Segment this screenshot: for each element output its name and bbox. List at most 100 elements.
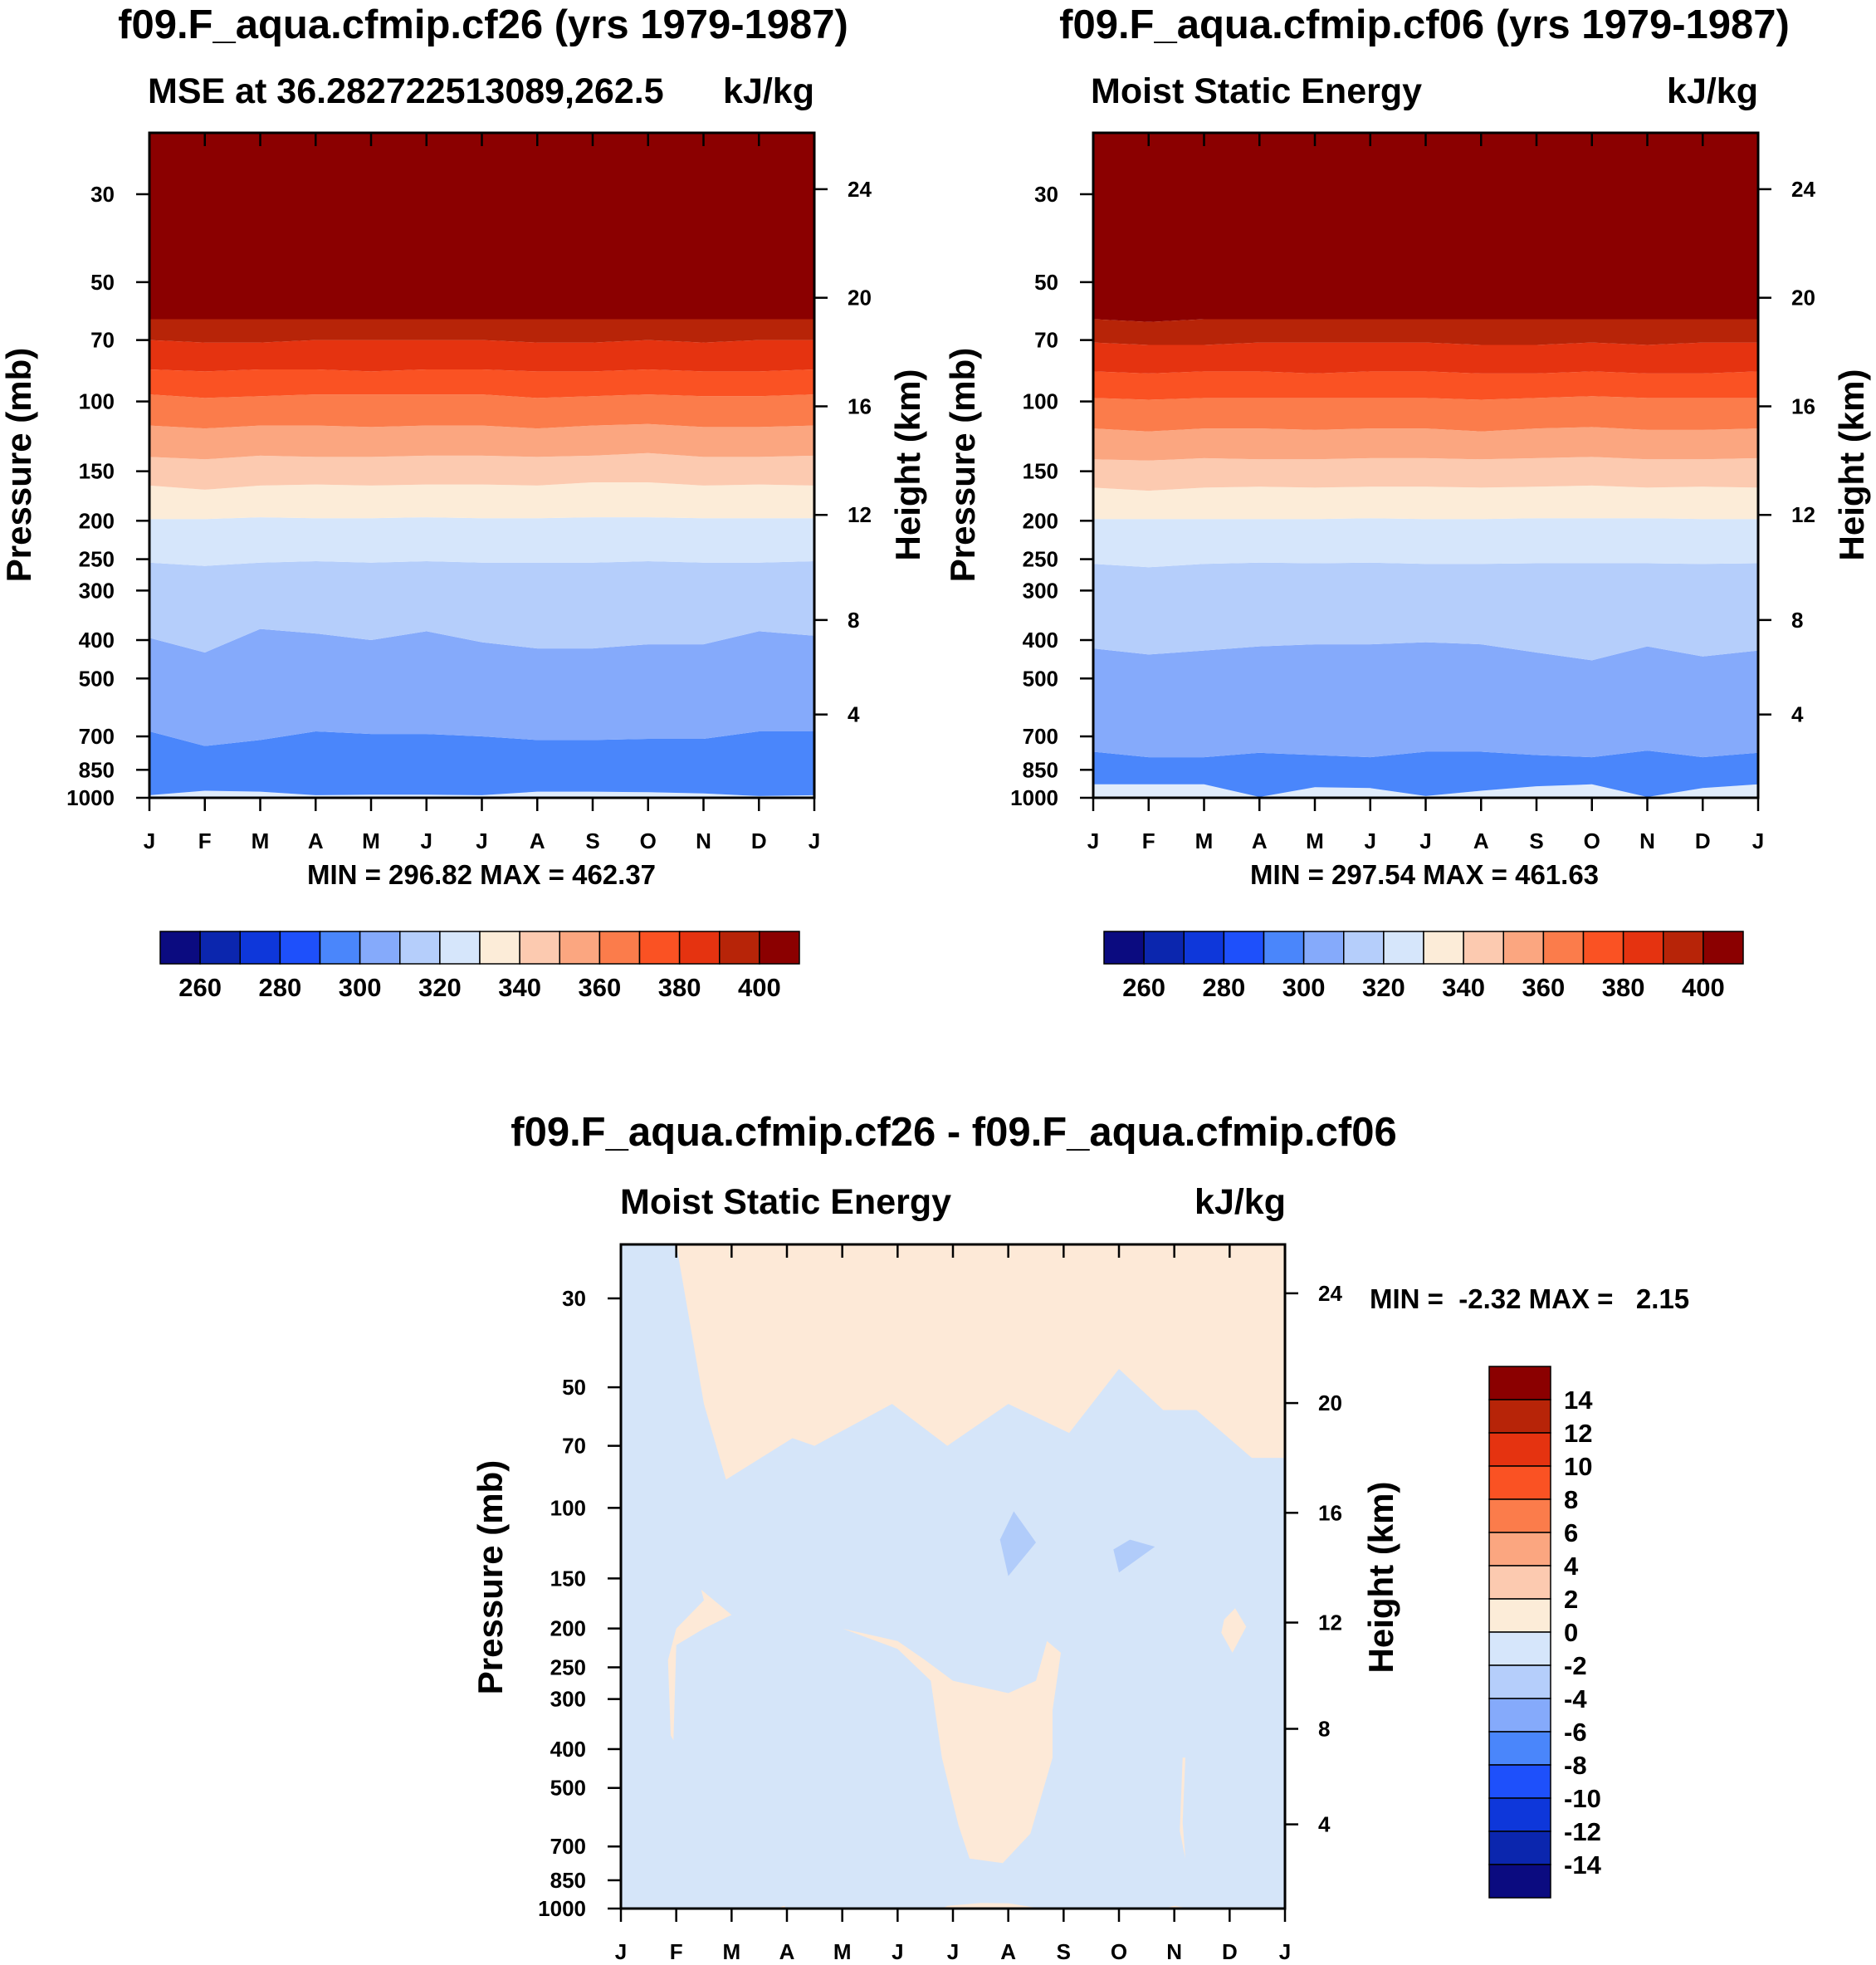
height-tick-label: 4 (848, 702, 860, 727)
contour-band-7 (1093, 427, 1758, 461)
colorbar-swatch (719, 931, 760, 965)
min-max-stats: MIN = 296.82 MAX = 462.37 (307, 859, 656, 890)
height-tick-label: 12 (848, 502, 872, 527)
y-tick-label: 150 (1023, 459, 1058, 484)
y-tick-label: 850 (1023, 757, 1058, 782)
contour-band-5 (149, 482, 814, 520)
y-tick-label: 30 (90, 182, 115, 207)
panel-title: f09.F_aqua.cfmip.cf26 (yrs 1979-1987) (118, 2, 848, 47)
contour-band-10 (149, 340, 814, 372)
x-tick-label: J (1279, 1939, 1291, 1964)
contour-region-positive (941, 1903, 1042, 1909)
colorbar-label: -8 (1564, 1751, 1587, 1780)
colorbar-swatch (239, 931, 281, 965)
x-tick-label: F (198, 829, 212, 853)
contour-band-9 (1093, 371, 1758, 400)
y-tick-label: 1000 (538, 1896, 586, 1921)
height-tick-label: 24 (1318, 1281, 1342, 1306)
contour-band-2 (149, 628, 814, 746)
height-tick-label: 12 (1318, 1611, 1342, 1635)
colorbar-label: -12 (1564, 1817, 1601, 1846)
x-tick-label: D (1695, 829, 1711, 853)
y-tick-label: 200 (550, 1616, 586, 1641)
colorbar-swatch (759, 931, 800, 965)
colorbar-label: 4 (1564, 1552, 1579, 1581)
x-tick-label: A (308, 829, 324, 853)
x-tick-label: N (1166, 1939, 1182, 1964)
colorbar-label: 0 (1564, 1618, 1578, 1647)
x-tick-label: M (252, 829, 270, 853)
colorbar-swatch (1663, 931, 1704, 965)
x-tick-label: J (476, 829, 487, 853)
colorbar-swatch (1488, 1498, 1551, 1533)
colorbar-label: 300 (339, 973, 382, 1002)
y-tick-label: 150 (79, 459, 115, 484)
y-tick-label: 850 (79, 757, 115, 782)
contour-region-positive (1180, 1757, 1185, 1859)
contour-band-4 (149, 517, 814, 566)
contour-band-5 (1093, 485, 1758, 520)
y-tick-label: 250 (79, 547, 115, 572)
colorbar-swatch (1488, 1565, 1551, 1600)
height-tick-label: 4 (1318, 1812, 1331, 1837)
min-max-stats: MIN = 297.54 MAX = 461.63 (1250, 859, 1599, 890)
x-tick-label: O (1584, 829, 1600, 853)
colorbar-label: 380 (658, 973, 701, 1002)
colorbar-label: 340 (1442, 973, 1485, 1002)
colorbar-swatch (1488, 1432, 1551, 1467)
x-tick-label: F (670, 1939, 683, 1964)
contour-region-positive (621, 1244, 1285, 1480)
colorbar-swatch (359, 931, 401, 965)
contour-band-2 (1093, 642, 1758, 758)
colorbar-swatch (319, 931, 361, 965)
y-tick-label: 500 (1023, 666, 1058, 691)
colorbar-swatch (1463, 931, 1504, 965)
colorbar-swatch (1488, 1831, 1551, 1865)
x-tick-label: D (751, 829, 767, 853)
x-tick-label: J (421, 829, 432, 853)
x-tick-label: J (1419, 829, 1431, 853)
colorbar-swatch (1542, 931, 1585, 965)
colorbar-swatch (199, 931, 241, 965)
colorbar-swatch (1488, 1598, 1551, 1633)
y-tick-label: 500 (79, 666, 115, 691)
y-tick-label: 700 (550, 1834, 586, 1859)
y-tick-label: 400 (1023, 628, 1058, 653)
contour-band-8 (149, 394, 814, 429)
y-tick-label: 250 (1023, 547, 1058, 572)
colorbar-label: 10 (1564, 1452, 1592, 1481)
colorbar-swatch (1488, 1797, 1551, 1832)
colorbar-label: 6 (1564, 1518, 1578, 1547)
colorbar-swatch (1582, 931, 1624, 965)
colorbar-label: -10 (1564, 1784, 1601, 1813)
x-tick-label: J (1087, 829, 1099, 853)
x-tick-label: A (1000, 1939, 1016, 1964)
y-tick-label: 50 (1034, 270, 1058, 295)
colorbar-swatch (1263, 931, 1305, 965)
x-tick-label: M (833, 1939, 852, 1964)
height-tick-label: 16 (848, 393, 872, 418)
colorbar-label: -14 (1564, 1850, 1602, 1879)
contour-band-3 (149, 561, 814, 653)
colorbar-swatch (1703, 931, 1744, 965)
height-tick-label: 4 (1791, 702, 1804, 727)
contour-band-3 (1093, 562, 1758, 661)
colorbar-label: 300 (1282, 973, 1326, 1002)
y-tick-label: 50 (562, 1375, 586, 1400)
colorbar-swatch (159, 931, 201, 965)
colorbar-swatch (279, 931, 321, 965)
height-tick-label: 24 (848, 177, 872, 202)
y-tick-label: 1000 (66, 785, 115, 810)
x-tick-label: A (779, 1939, 795, 1964)
y-tick-label: 100 (550, 1495, 586, 1520)
x-tick-label: O (640, 829, 657, 853)
colorbar-swatch (1383, 931, 1424, 965)
x-tick-label: J (892, 1939, 903, 1964)
y-tick-label: 100 (79, 389, 115, 414)
contour-band-1 (1093, 750, 1758, 797)
x-tick-label: S (585, 829, 599, 853)
colorbar-label: 2 (1564, 1585, 1578, 1614)
colorbar-swatch (1302, 931, 1345, 965)
height-tick-label: 8 (1318, 1717, 1330, 1742)
